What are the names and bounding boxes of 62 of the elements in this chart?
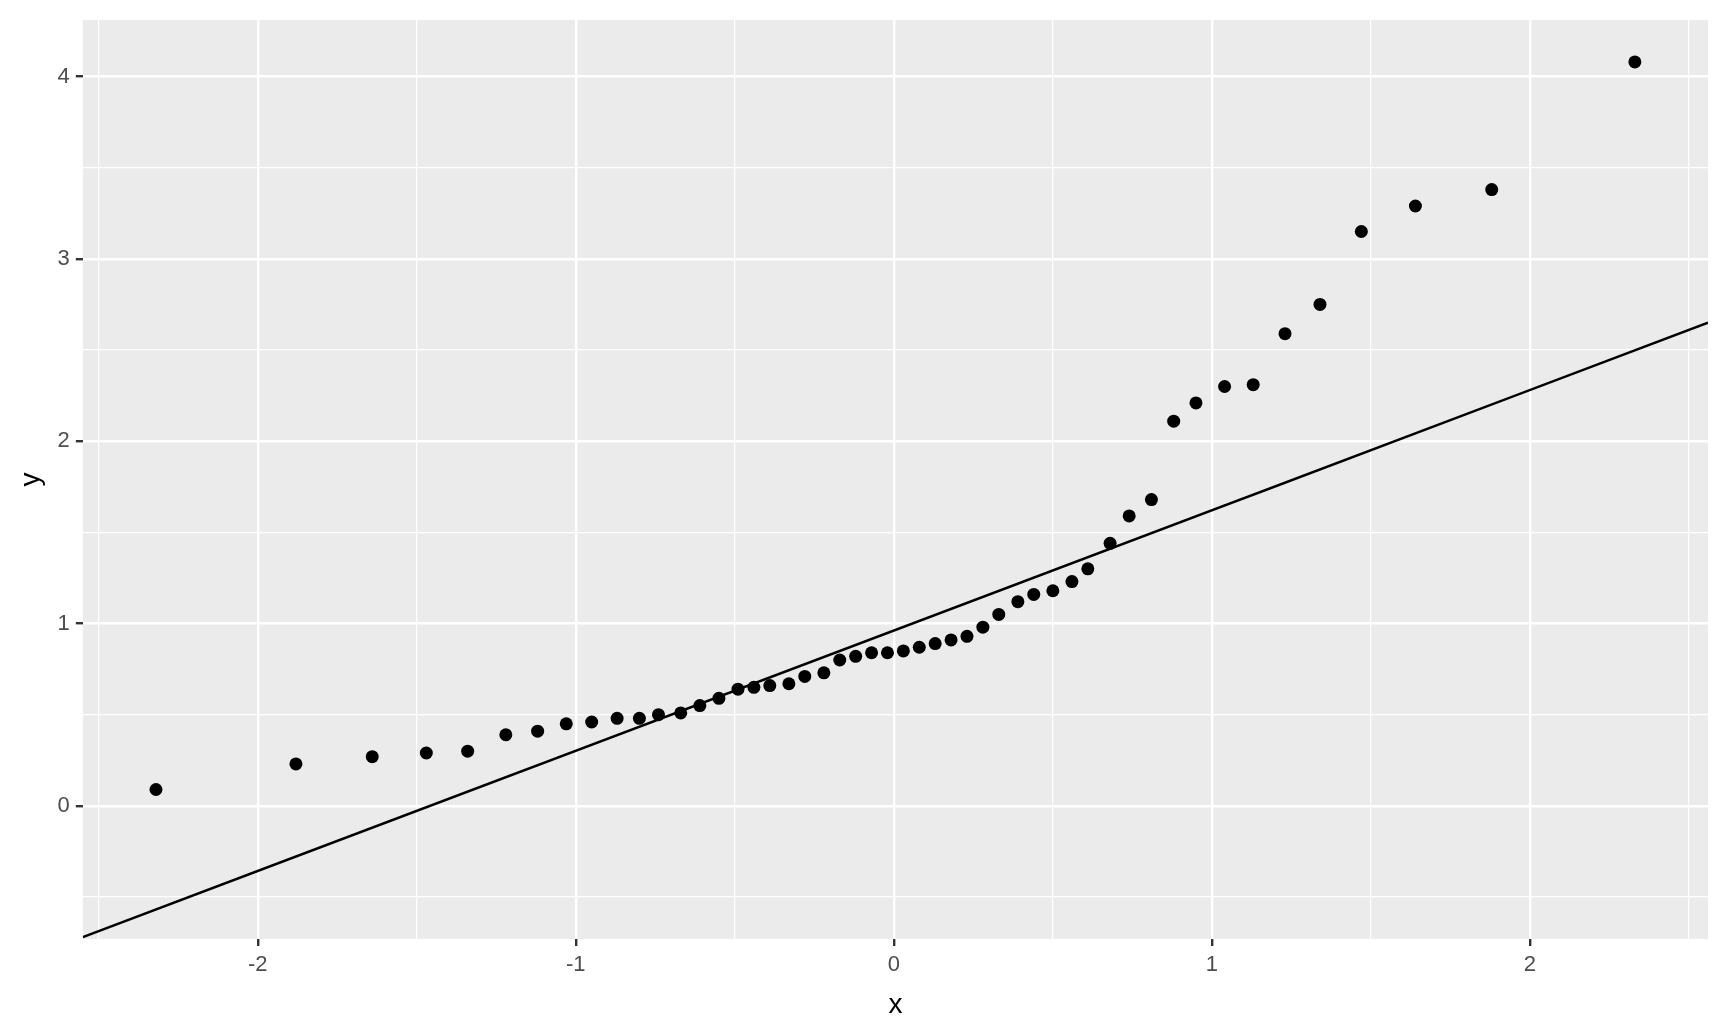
point — [693, 699, 707, 713]
point — [712, 691, 726, 705]
point — [1122, 509, 1136, 523]
point — [960, 629, 974, 643]
point — [365, 750, 379, 764]
point — [782, 677, 796, 691]
point — [1246, 378, 1260, 392]
point — [1354, 225, 1368, 239]
point — [461, 744, 475, 758]
point — [833, 653, 847, 667]
point — [928, 637, 942, 651]
point — [896, 644, 910, 658]
y-tick-label: 4 — [57, 62, 70, 88]
point — [1065, 575, 1079, 589]
point — [1144, 493, 1158, 507]
point — [1027, 587, 1041, 601]
point — [865, 646, 879, 660]
x-tick-label: 2 — [1523, 951, 1537, 977]
point — [817, 666, 831, 680]
point — [674, 706, 688, 720]
point — [731, 682, 745, 696]
point — [798, 669, 812, 683]
point — [559, 717, 573, 731]
x-tick-label: -2 — [247, 951, 268, 977]
point — [763, 679, 777, 693]
point — [1278, 327, 1292, 341]
point — [1011, 595, 1025, 609]
point — [1313, 297, 1327, 311]
x-tick-label: 1 — [1205, 951, 1218, 977]
point — [149, 782, 163, 796]
point — [531, 724, 545, 738]
y-tick-label: 0 — [57, 791, 70, 817]
point — [992, 607, 1006, 621]
point — [632, 711, 646, 725]
point — [651, 708, 665, 722]
x-axis-title: x — [888, 987, 903, 1019]
point — [976, 620, 990, 634]
point — [849, 649, 863, 663]
y-tick-label: 3 — [57, 244, 70, 270]
x-tick-label: -1 — [566, 951, 586, 977]
point — [1046, 584, 1060, 598]
point — [585, 715, 599, 729]
point — [499, 728, 513, 742]
point — [1081, 562, 1095, 576]
point — [289, 757, 303, 771]
point — [1485, 183, 1499, 197]
y-tick-label: 1 — [57, 609, 70, 635]
point — [419, 746, 433, 760]
point — [880, 646, 894, 660]
y-tick-label: 2 — [57, 427, 70, 453]
point — [1628, 55, 1642, 69]
x-tick-label: 0 — [887, 951, 900, 977]
point — [610, 711, 624, 725]
point — [1103, 536, 1117, 550]
point — [944, 633, 958, 647]
point — [747, 680, 761, 694]
point — [1189, 396, 1203, 410]
point — [1218, 380, 1232, 394]
point — [1167, 414, 1181, 428]
point — [1408, 199, 1422, 213]
y-axis-title: y — [13, 472, 45, 487]
point — [912, 640, 926, 654]
